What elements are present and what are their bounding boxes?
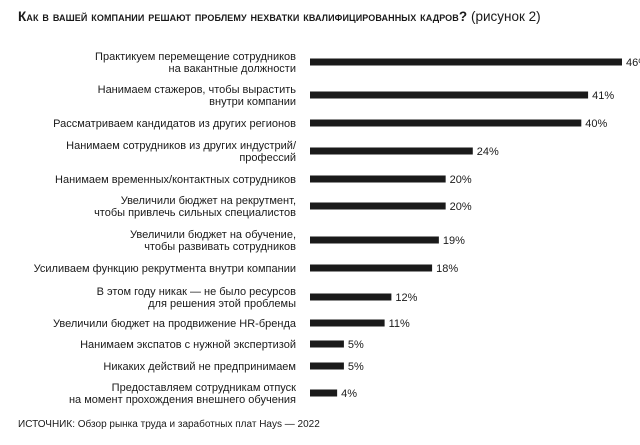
bar [310, 119, 582, 127]
category-label: на вакантные должности [169, 63, 296, 75]
category-label: Нанимаем временных/контактных сотруднико… [55, 174, 296, 186]
category-label: чтобы развивать сотрудников [144, 241, 296, 253]
value-label: 20% [450, 201, 472, 213]
category-label: Нанимаем экспатов с нужной экспертизой [80, 339, 296, 351]
value-label: 40% [585, 118, 607, 130]
category-label: Никаких действий не предпринимаем [103, 361, 296, 373]
value-label: 11% [389, 318, 410, 330]
category-label: Увеличили бюджет на продвижение HR-бренд… [53, 318, 297, 330]
bar [310, 319, 385, 327]
bar [310, 236, 439, 244]
bar [310, 362, 344, 370]
category-label: Предоставляем сотрудникам отпуск [112, 382, 297, 394]
category-label: Увеличили бюджет на рекрутмент, [121, 195, 296, 207]
bar [310, 91, 589, 99]
bar [310, 340, 344, 348]
category-label: Усиливаем функцию рекрутмента внутри ком… [34, 263, 296, 275]
category-label: Практикуем перемещение сотрудников [95, 51, 296, 63]
bar [310, 175, 446, 183]
category-label: Нанимаем стажеров, чтобы вырастить [98, 84, 297, 96]
category-label: В этом году никак — не было ресурсов [97, 286, 296, 298]
value-label: 24% [477, 146, 499, 158]
category-label: на момент прохождения внешнего обучения [69, 394, 296, 406]
category-label: профессий [239, 152, 296, 164]
value-label: 12% [395, 292, 417, 304]
bar [310, 389, 338, 397]
chart-title-main: Как в вашей компании решают проблему нех… [18, 9, 468, 24]
category-label: чтобы привлечь сильных специалистов [94, 207, 296, 219]
bar [310, 202, 446, 210]
category-label: Рассматриваем кандидатов из других регио… [53, 118, 296, 130]
value-label: 18% [436, 263, 458, 275]
chart-title: Как в вашей компании решают проблему нех… [18, 6, 640, 28]
value-label: 4% [341, 388, 357, 400]
bar [310, 264, 433, 272]
chart-title-suffix: (рисунок 2) [471, 9, 541, 24]
value-label: 19% [443, 235, 465, 247]
category-label: внутри компании [209, 96, 296, 108]
value-label: 46% [626, 57, 640, 69]
value-label: 5% [348, 339, 364, 351]
category-label: для решения этой проблемы [148, 298, 296, 310]
bar [310, 58, 622, 66]
category-label: Нанимаем сотрудников из других индустрий… [66, 140, 297, 152]
value-label: 5% [348, 361, 364, 373]
bar [310, 147, 473, 155]
category-label: Увеличили бюджет на обучение, [130, 229, 296, 241]
value-label: 20% [450, 174, 472, 186]
value-label: 41% [592, 90, 614, 102]
source-note: ИСТОЧНИК: Обзор рынка труда и заработных… [18, 419, 320, 430]
bar [310, 293, 392, 301]
